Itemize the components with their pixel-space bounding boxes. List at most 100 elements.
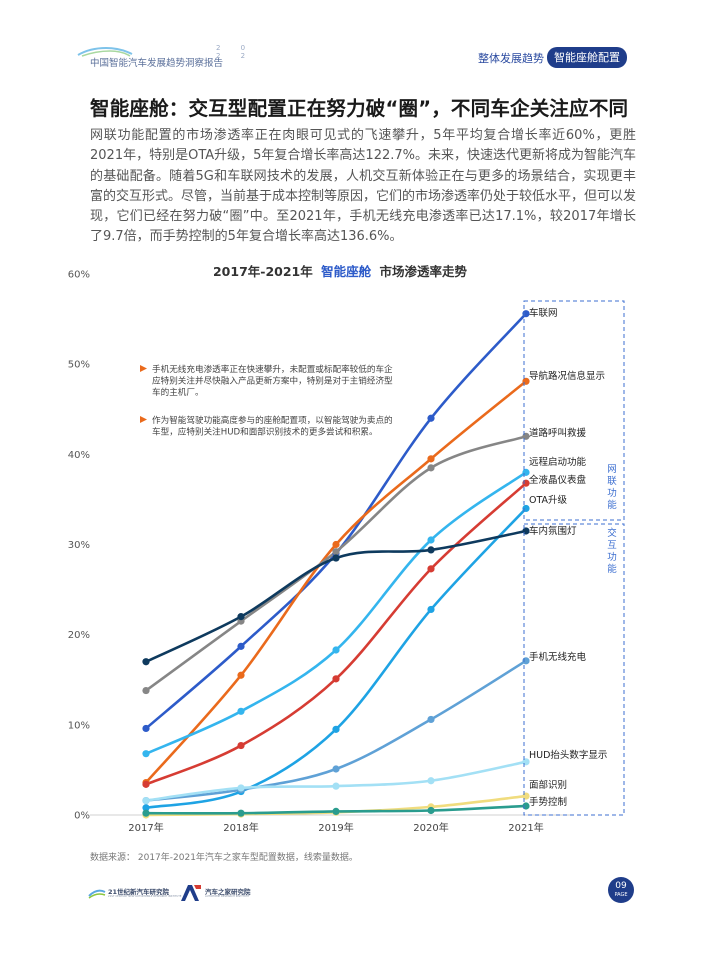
chart-title-highlight: 智能座舱 bbox=[320, 264, 372, 279]
report-year: 2 0 2 2 bbox=[216, 44, 255, 60]
data-point bbox=[332, 554, 340, 562]
interaction-group-box bbox=[523, 523, 625, 816]
x-tick-label: 2017年 bbox=[128, 821, 163, 834]
y-tick-label: 20% bbox=[68, 630, 90, 641]
annotation-text: 作为智能驾驶功能高度参与的座舱配置项，以智能驾驶为卖点的车型，应特别关注HUD和… bbox=[152, 414, 393, 438]
data-point bbox=[427, 464, 435, 472]
series-label: 道路呼叫救援 bbox=[529, 427, 587, 439]
y-tick-label: 50% bbox=[68, 360, 90, 371]
autohome-institute-name: 汽车之家研究院 bbox=[205, 888, 251, 896]
data-point bbox=[427, 455, 435, 463]
data-point bbox=[142, 686, 150, 695]
x-axis-ticks: 2017年 2018年 2019年 2020年 2021年 bbox=[128, 821, 543, 834]
page-heading: 智能座舱：交互型配置正在努力破“圈”，不同车企关注应不同 bbox=[90, 97, 629, 120]
data-point bbox=[332, 807, 340, 815]
data-point bbox=[332, 765, 340, 773]
series-label: 全液晶仪表盘 bbox=[529, 474, 587, 486]
chart-title-suffix: 市场渗透率走势 bbox=[380, 264, 468, 279]
page-number-badge: 09 PAGE bbox=[608, 877, 634, 903]
data-point bbox=[332, 646, 340, 654]
y-axis-ticks: 0% 10% 20% 30% 40% 50% 60% bbox=[68, 270, 90, 822]
series-label: 车联网 bbox=[529, 307, 558, 319]
data-point bbox=[332, 725, 340, 733]
x-tick-label: 2020年 bbox=[413, 821, 448, 834]
series-label: 面部识别 bbox=[529, 779, 567, 791]
series-label: OTA升级 bbox=[529, 494, 568, 506]
data-point bbox=[427, 414, 435, 422]
data-point bbox=[142, 750, 150, 758]
footer-logos: 21世纪新汽车研究院 21ST CENTURY NEW AUTOMOBILE R… bbox=[88, 884, 328, 904]
data-point bbox=[237, 642, 245, 650]
nav-active-tab[interactable]: 智能座舱配置 bbox=[547, 47, 627, 68]
page-word: PAGE bbox=[614, 892, 628, 898]
data-point bbox=[142, 724, 150, 733]
y-tick-label: 30% bbox=[68, 540, 90, 551]
data-point bbox=[237, 809, 245, 817]
annotation-text: 手机无线充电渗透率正在快速攀升，未配置或标配率较低的车企应特别关注并尽快融入产品… bbox=[152, 363, 393, 398]
group-label-char: 交 bbox=[607, 527, 617, 539]
data-point bbox=[427, 605, 435, 614]
autohome-institute-sub: AUTOHOME RESEARCH INSTITUTE bbox=[205, 895, 250, 898]
y-tick-label: 60% bbox=[68, 270, 90, 281]
data-point bbox=[142, 658, 150, 666]
data-point bbox=[142, 780, 150, 788]
penetration-line-chart: 2017年-2021年 智能座舱 市场渗透率走势 0% 10% 20% 30% 40% 5… bbox=[68, 264, 625, 834]
group-label-char: 功 bbox=[607, 552, 617, 563]
report-title: 中国智能汽车发展趋势洞察报告 bbox=[90, 58, 224, 69]
y-tick-label: 10% bbox=[68, 720, 90, 731]
institute-21c-sub: 21ST CENTURY NEW AUTOMOBILE RESEARCH INS… bbox=[108, 895, 182, 898]
data-point bbox=[332, 675, 340, 683]
series-label: 车内氛围灯 bbox=[529, 525, 577, 537]
group-label-char: 网 bbox=[607, 464, 617, 475]
y-tick-label: 0% bbox=[74, 811, 90, 822]
chart-title: 2017年-2021年 智能座舱 市场渗透率走势 bbox=[213, 264, 468, 279]
series-label: 远程启动功能 bbox=[529, 456, 587, 468]
group-label-char: 互 bbox=[607, 540, 617, 551]
x-tick-label: 2019年 bbox=[318, 821, 353, 834]
data-point bbox=[237, 613, 245, 621]
data-point bbox=[427, 546, 435, 554]
series-line bbox=[144, 379, 528, 784]
group-label-char: 联 bbox=[607, 476, 617, 487]
data-point bbox=[237, 741, 245, 750]
data-point bbox=[237, 671, 245, 679]
data-point bbox=[427, 777, 435, 785]
annotation-arrow-icon bbox=[140, 365, 147, 372]
network-group-box bbox=[523, 300, 625, 521]
series-line bbox=[144, 471, 528, 755]
car-logo-icon bbox=[77, 46, 133, 57]
data-point bbox=[237, 784, 245, 792]
group-label-char: 能 bbox=[607, 563, 617, 575]
chart-annotations: 手机无线充电渗透率正在快速攀升，未配置或标配率较低的车企应特别关注并尽快融入产品… bbox=[140, 363, 393, 438]
group-label-char: 功 bbox=[607, 488, 617, 499]
chart-title-prefix: 2017年-2021年 bbox=[213, 264, 313, 279]
series-label: 手机无线充电 bbox=[529, 651, 587, 663]
annotation-arrow-icon bbox=[140, 416, 147, 423]
data-point bbox=[142, 796, 150, 805]
series-line bbox=[144, 507, 528, 810]
data-point bbox=[427, 536, 435, 544]
data-point bbox=[237, 707, 245, 715]
nav-section-tab[interactable]: 整体发展趋势 bbox=[478, 52, 544, 65]
data-point bbox=[142, 809, 150, 817]
series-label: 导航路况信息显示 bbox=[529, 370, 605, 382]
group-label-char: 能 bbox=[607, 499, 617, 511]
body-paragraph: 网联功能配置的市场渗透率正在肉眼可见式的飞速攀升，5年平均复合增长率近60%，更… bbox=[90, 128, 637, 245]
data-point bbox=[332, 782, 340, 790]
series-label: 手势控制 bbox=[529, 796, 567, 808]
y-tick-label: 40% bbox=[68, 450, 90, 461]
series-line bbox=[144, 481, 528, 786]
institute-21c-logo-icon bbox=[88, 889, 106, 899]
data-source-note: 数据来源： 2017年-2021年汽车之家车型配置数据，线索量数据。 bbox=[90, 853, 358, 863]
series-label: HUD抬头数字显示 bbox=[529, 749, 607, 761]
data-point bbox=[427, 806, 435, 815]
data-point bbox=[332, 548, 340, 556]
data-point bbox=[427, 565, 435, 573]
x-tick-label: 2021年 bbox=[508, 821, 543, 834]
data-point bbox=[427, 715, 435, 724]
report-logo: 2 0 2 2 中国智能汽车发展趋势洞察报告 bbox=[76, 44, 266, 69]
institute-21c-name: 21世纪新汽车研究院 bbox=[108, 888, 170, 896]
data-point bbox=[332, 540, 340, 549]
